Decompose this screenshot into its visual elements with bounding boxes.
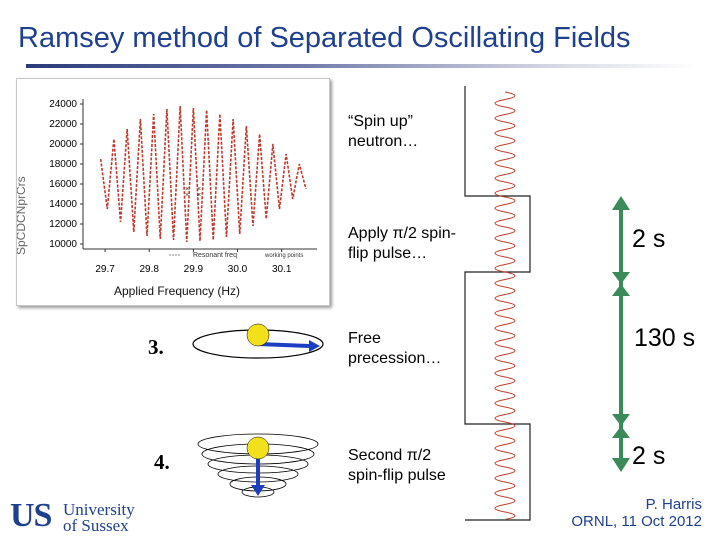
logo-line-1: University [63, 500, 135, 519]
sussex-logo-mark: US [10, 497, 52, 534]
y-axis-label-remnant: SpCDCNprCrs [17, 176, 28, 255]
y-tick-label: 12000 [49, 219, 77, 230]
rf-wave-column [494, 91, 516, 520]
credit-place: ORNL, 11 Oct 2012 [571, 513, 702, 530]
ramsey-fringe-series [99, 105, 307, 243]
rf-wave [494, 91, 516, 520]
step-3-number: 3. [148, 335, 164, 359]
y-tick-label: 10000 [49, 239, 77, 250]
time-precession: 130 s [634, 324, 696, 352]
timeline-arrow-2 [612, 284, 630, 296]
step-3-line-2: precession… [348, 350, 442, 367]
credit: P. Harris ORNL, 11 Oct 2012 [571, 496, 702, 530]
x-tick-label: 29.8 [139, 264, 159, 275]
ramsey-fringe-chart: 24000 22000 20000 18000 16000 14000 12000 10000… [14, 78, 330, 306]
y-tick-label: 14000 [49, 199, 77, 210]
time-second-pulse: 2 s [632, 442, 666, 470]
spin-vector [257, 342, 310, 348]
step-2-label: Apply π/2 spin- flip pulse… [348, 224, 456, 264]
x-tick-label: 30.1 [272, 264, 292, 275]
field-sequence-diagram [464, 86, 531, 521]
y-tick-label: 18000 [49, 159, 77, 170]
timeline-arrows [612, 196, 630, 472]
step-1-line-1: “Spin up” [348, 113, 413, 130]
title-underline [26, 64, 696, 68]
working-point-marker: × [197, 192, 201, 199]
credit-name: P. Harris [645, 496, 702, 513]
time-first-pulse: 2 s [632, 225, 666, 253]
timeline-arrow-top [612, 196, 630, 210]
spin-flip-illustration [197, 433, 319, 498]
spin-arrowhead [309, 340, 320, 352]
timeline-arrow-4 [612, 426, 630, 438]
step-4-line-2: spin-flip pulse [348, 467, 446, 484]
working-point-marker: × [185, 186, 189, 193]
chart-canvas: 24000 22000 20000 18000 16000 14000 12000 10000… [14, 99, 317, 298]
slide-title: Ramsey method of Separated Oscillating F… [18, 22, 631, 54]
step-3-label: Free precession… [348, 329, 441, 369]
precession-illustration [192, 323, 324, 359]
x-tick-label: 30.0 [228, 264, 248, 275]
step-4-label: Second π/2 spin-flip pulse [348, 446, 446, 486]
x-axis-label: Applied Frequency (Hz) [114, 284, 240, 298]
working-point-marker: × [197, 186, 201, 193]
step-1-label: “Spin up” neutron… [348, 112, 418, 152]
step-4-number: 4. [154, 450, 170, 474]
step-2-line-2: flip pulse… [348, 245, 428, 262]
neutron-ball-flip [246, 436, 270, 460]
step-1-line-2: neutron… [348, 133, 419, 150]
step-2-line-1: Apply π/2 spin- [348, 225, 456, 242]
sussex-logo-text: University of Sussex [63, 500, 135, 535]
timeline-arrow-1 [612, 272, 630, 284]
y-tick-label: 16000 [49, 179, 77, 190]
spin-down-arrowhead [251, 485, 265, 496]
logo-line-2: of Sussex [63, 516, 129, 535]
legend-working-points: working points [264, 253, 303, 259]
legend-resonant-freq: Resonant freq [193, 252, 237, 259]
timeline-arrow-bottom [612, 458, 630, 472]
y-tick-label: 20000 [49, 139, 77, 150]
working-point-marker: × [185, 192, 189, 199]
x-tick-label: 29.7 [95, 264, 115, 275]
y-tick-label: 24000 [49, 99, 77, 110]
timeline-arrow-3 [612, 414, 630, 426]
field-step-outline [464, 86, 531, 521]
step-4-line-1: Second π/2 [348, 447, 432, 464]
step-3-line-1: Free [348, 330, 381, 347]
neutron-ball [246, 323, 270, 347]
y-tick-label: 22000 [49, 119, 77, 130]
x-tick-label: 29.9 [184, 264, 204, 275]
